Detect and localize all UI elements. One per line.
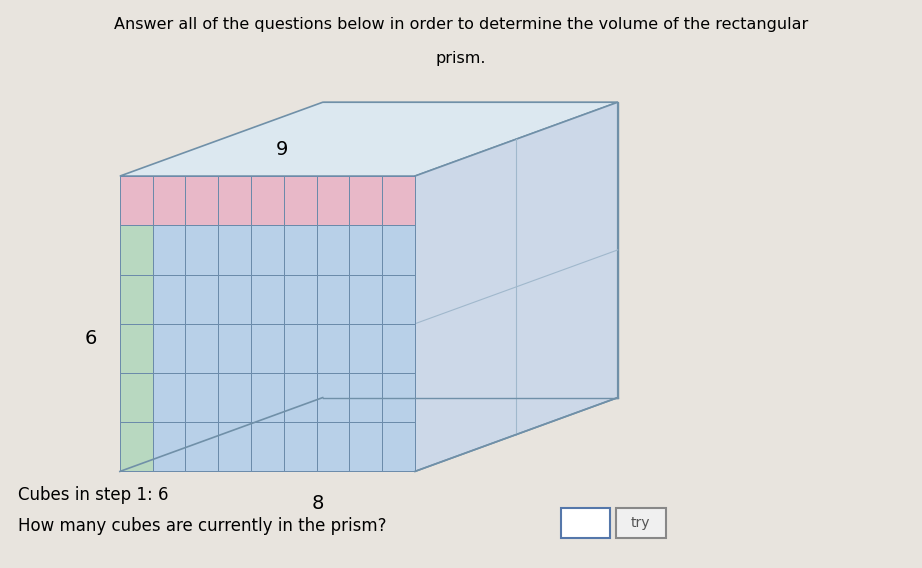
Bar — [219, 422, 251, 471]
Bar — [120, 225, 153, 274]
Text: Answer all of the questions below in order to determine the volume of the rectan: Answer all of the questions below in ord… — [114, 17, 808, 32]
Bar — [120, 176, 153, 225]
Bar — [185, 373, 219, 422]
Bar — [349, 274, 382, 324]
Bar — [284, 274, 316, 324]
Bar — [349, 225, 382, 274]
Bar — [219, 373, 251, 422]
Bar — [349, 324, 382, 373]
Bar — [382, 176, 415, 225]
Bar — [316, 422, 349, 471]
Bar — [251, 324, 284, 373]
Bar — [316, 373, 349, 422]
Bar — [284, 422, 316, 471]
Bar — [120, 422, 153, 471]
Bar — [251, 274, 284, 324]
Text: Cubes in step 1: 6: Cubes in step 1: 6 — [18, 486, 169, 504]
Text: 9: 9 — [276, 140, 289, 159]
Text: try: try — [631, 516, 651, 530]
Bar — [120, 324, 153, 373]
Bar — [284, 225, 316, 274]
Bar — [284, 373, 316, 422]
Bar — [349, 176, 382, 225]
Bar — [219, 274, 251, 324]
Bar — [185, 176, 219, 225]
Bar — [284, 176, 316, 225]
Bar — [219, 324, 251, 373]
Bar — [153, 422, 185, 471]
Bar — [349, 373, 382, 422]
Text: prism.: prism. — [436, 51, 486, 66]
Bar — [120, 274, 153, 324]
Bar — [316, 225, 349, 274]
Text: How many cubes are currently in the prism?: How many cubes are currently in the pris… — [18, 517, 387, 535]
Text: 6: 6 — [85, 329, 97, 348]
Bar — [382, 422, 415, 471]
Bar — [251, 225, 284, 274]
Bar — [316, 176, 349, 225]
Bar — [316, 324, 349, 373]
Bar — [185, 225, 219, 274]
Bar — [251, 176, 284, 225]
Text: 8: 8 — [312, 494, 325, 513]
Bar — [153, 274, 185, 324]
Bar — [153, 176, 185, 225]
Bar — [382, 373, 415, 422]
Polygon shape — [323, 102, 618, 398]
Bar — [185, 324, 219, 373]
Bar — [382, 324, 415, 373]
Bar — [185, 274, 219, 324]
FancyBboxPatch shape — [616, 508, 666, 538]
Bar — [284, 324, 316, 373]
Polygon shape — [415, 102, 618, 471]
Bar — [185, 422, 219, 471]
Bar — [251, 422, 284, 471]
Bar — [219, 176, 251, 225]
Bar — [120, 373, 153, 422]
Bar — [382, 274, 415, 324]
Polygon shape — [120, 102, 618, 176]
Bar — [153, 373, 185, 422]
Bar — [153, 324, 185, 373]
Bar — [219, 225, 251, 274]
Bar — [349, 422, 382, 471]
Bar — [251, 373, 284, 422]
Bar — [316, 274, 349, 324]
FancyBboxPatch shape — [561, 508, 610, 538]
Bar — [153, 225, 185, 274]
Bar — [382, 225, 415, 274]
